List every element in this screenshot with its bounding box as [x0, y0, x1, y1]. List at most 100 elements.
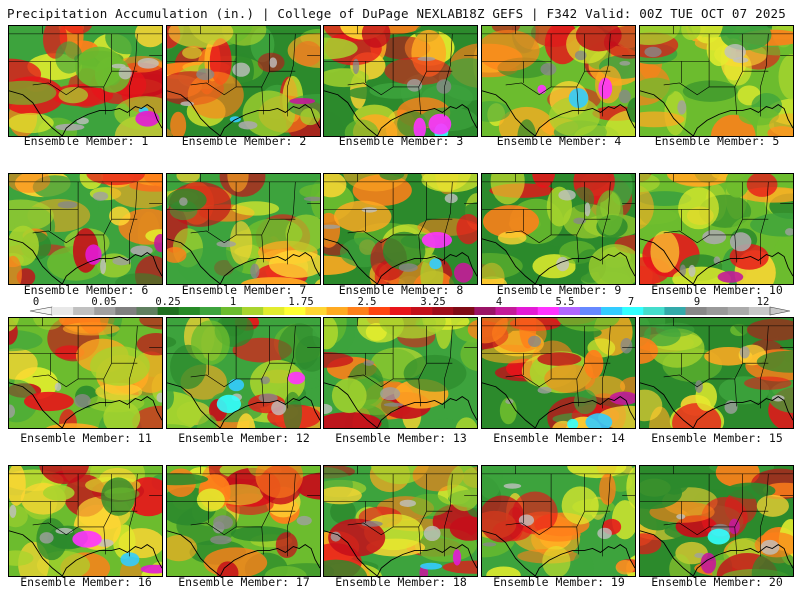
state-boundary: [576, 234, 580, 263]
ensemble-member-label: Ensemble Member: 12: [178, 431, 310, 445]
gulf-coastline: [640, 382, 793, 428]
state-boundary: [261, 234, 265, 263]
ensemble-member-label: Ensemble Member: 19: [493, 575, 625, 589]
state-boundary: [760, 33, 769, 87]
state-boundary: [129, 181, 138, 235]
colorbar-swatch: [220, 307, 243, 315]
state-boundary: [418, 473, 427, 528]
precipitation-map: [324, 174, 477, 284]
ensemble-member-map: [8, 25, 163, 137]
state-boundary: [602, 33, 611, 87]
map-title: Precipitation Accumulation (in.) | Colle…: [7, 6, 463, 21]
border-line: [32, 522, 79, 536]
state-boundary: [576, 526, 580, 555]
state-boundary: [760, 473, 769, 527]
border-line: [190, 374, 237, 388]
colorbar-swatch: [263, 307, 285, 315]
precipitation-map: [482, 174, 635, 284]
colorbar-tick-label: 5.5: [555, 296, 575, 308]
ensemble-member-map: [8, 317, 163, 429]
state-boundary: [261, 378, 265, 407]
state-boundary: [576, 86, 580, 115]
precipitation-map: [9, 26, 162, 136]
ensemble-member-label: Ensemble Member: 13: [335, 431, 467, 445]
precipitation-map: [324, 466, 477, 576]
border-line: [32, 230, 79, 244]
state-boundary: [576, 378, 580, 407]
precipitation-map: [324, 26, 477, 136]
state-boundary: [734, 86, 738, 115]
ensemble-member-label: Ensemble Member: 2: [181, 134, 307, 148]
colorbar-swatch: [389, 307, 412, 315]
state-boundary: [602, 325, 611, 379]
state-boundary: [602, 181, 611, 235]
state-boundary: [287, 325, 296, 379]
state-boundary: [444, 33, 453, 87]
state-boundary: [103, 526, 107, 555]
ensemble-member-label: Ensemble Member: 17: [178, 575, 310, 589]
state-boundary: [734, 526, 738, 555]
colorbar-swatch: [685, 307, 707, 315]
gulf-coastline: [482, 238, 635, 284]
border-line: [347, 82, 394, 96]
state-boundary: [103, 86, 107, 115]
colorbar-tick-label: 12: [756, 296, 770, 308]
border-line: [190, 230, 237, 244]
colorbar-tick-label: 1.75: [288, 296, 314, 308]
colorbar-swatch: [748, 307, 771, 315]
colorbar-swatch: [305, 307, 327, 315]
precipitation-map: [167, 174, 320, 284]
state-boundary: [287, 473, 296, 527]
colorbar-swatch: [326, 307, 348, 315]
precipitation-map: [324, 318, 477, 428]
state-boundary: [418, 526, 422, 555]
colorbar-swatch: [157, 307, 180, 315]
ensemble-member-map: [639, 173, 794, 285]
gulf-coastline: [9, 530, 162, 576]
colorbar-swatch: [242, 307, 264, 315]
ensemble-member-map: [8, 465, 163, 577]
border-line: [190, 82, 237, 96]
ensemble-member-map: [323, 317, 478, 429]
state-boundary: [129, 473, 138, 527]
colorbar-swatch: [537, 307, 560, 315]
border-line: [190, 522, 237, 536]
colorbar-tick-label: 1: [229, 296, 237, 308]
state-boundary: [734, 378, 738, 407]
gulf-coastline: [324, 530, 477, 576]
precipitation-map: [482, 318, 635, 428]
colorbar-swatch: [178, 307, 201, 315]
state-boundary: [129, 325, 138, 379]
ensemble-member-label: Ensemble Member: 5: [654, 134, 780, 148]
border-line: [663, 522, 710, 536]
precipitation-map: [640, 174, 793, 284]
ensemble-member-map: [166, 173, 321, 285]
gulf-coastline: [482, 382, 635, 428]
state-boundary: [261, 33, 270, 88]
ensemble-member-map: [166, 465, 321, 577]
colorbar-right-arrow: [769, 306, 791, 316]
precipitation-colorbar: [29, 306, 791, 316]
state-boundary: [287, 33, 296, 87]
state-boundary: [418, 181, 427, 236]
ensemble-member-map: [481, 173, 636, 285]
ensemble-member-map: [323, 25, 478, 137]
border-line: [32, 82, 79, 96]
gulf-coastline: [324, 238, 477, 284]
border-line: [505, 522, 552, 536]
state-boundary: [734, 234, 738, 263]
state-boundary: [418, 33, 427, 88]
gulf-coastline: [324, 382, 477, 428]
colorbar-swatch: [706, 307, 729, 315]
border-line: [505, 230, 552, 244]
precipitation-map: [640, 318, 793, 428]
ensemble-member-label: Ensemble Member: 14: [493, 431, 625, 445]
colorbar-tick-label: 0.25: [155, 296, 181, 308]
ensemble-member-label: Ensemble Member: 10: [651, 283, 783, 297]
border-line: [347, 374, 394, 388]
colorbar-tick-label: 7: [627, 296, 635, 308]
gulf-coastline: [640, 90, 793, 136]
border-line: [347, 230, 394, 244]
precipitation-map: [9, 318, 162, 428]
colorbar-swatch: [453, 307, 475, 315]
